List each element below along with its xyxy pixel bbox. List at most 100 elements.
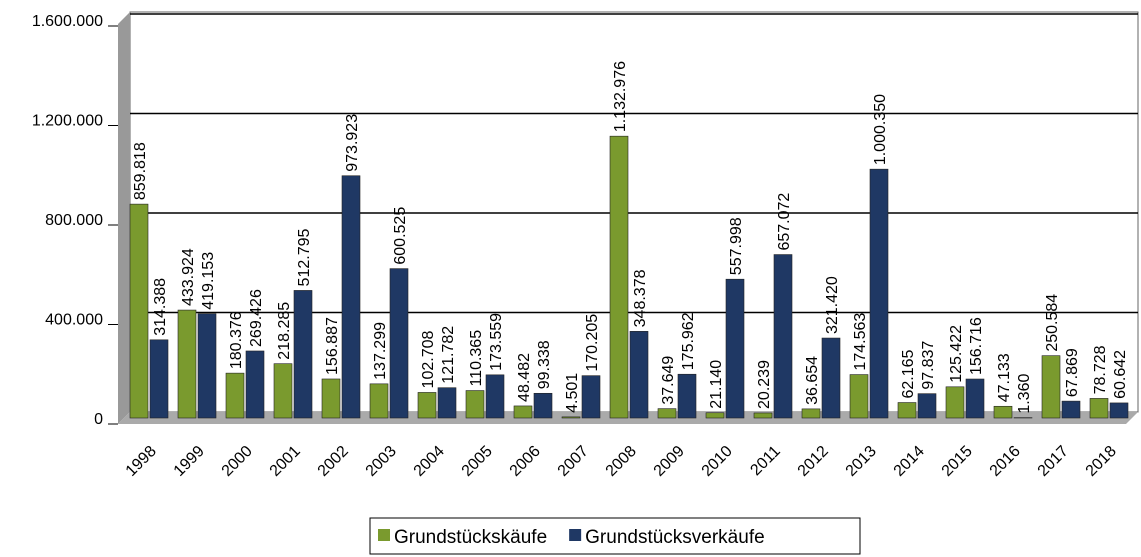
x-tick-label: 2009: [651, 443, 688, 480]
x-tick-label: 2006: [507, 443, 544, 480]
bar: [293, 290, 313, 419]
value-label: 269.426: [248, 289, 265, 347]
bar: [629, 331, 649, 419]
x-tick-label: 2010: [699, 443, 736, 480]
x-tick-label: 2014: [891, 443, 928, 480]
x-tick-label: 2007: [555, 443, 592, 480]
value-label: 4.501: [564, 373, 581, 413]
x-tick-label: 2017: [1035, 443, 1072, 480]
legend-swatch: [569, 529, 582, 541]
value-label: 218.285: [276, 302, 293, 360]
bar: [849, 374, 869, 419]
x-tick-label: 2013: [843, 443, 880, 480]
bar: [917, 393, 937, 419]
legend-swatch: [378, 529, 390, 541]
value-label: 62.165: [900, 349, 917, 398]
x-tick-label: 2005: [459, 443, 496, 480]
bar: [773, 254, 793, 419]
value-label: 600.525: [392, 207, 409, 265]
bar: [821, 337, 841, 419]
x-tick-label: 2011: [747, 443, 783, 479]
bar: [389, 268, 409, 419]
x-tick-label: 2018: [1083, 443, 1120, 480]
legend-label: Grundstücksverkäufe: [585, 527, 765, 548]
bar: [341, 175, 361, 419]
bar: [177, 309, 197, 419]
bar: [1109, 402, 1129, 419]
legend-label: Grundstückskäufe: [394, 527, 547, 548]
value-label: 47.133: [996, 353, 1013, 402]
x-tick-label: 2016: [987, 443, 1024, 480]
y-tick-label: 800.000: [45, 212, 103, 229]
y-tick-label: 1.600.000: [32, 13, 103, 30]
bar: [129, 203, 149, 419]
value-label: 36.654: [804, 356, 821, 405]
bar: [485, 374, 505, 419]
side-wall: [118, 12, 130, 424]
value-label: 433.924: [180, 248, 197, 306]
value-label: 48.482: [516, 353, 533, 402]
value-label: 321.420: [824, 276, 841, 334]
value-label: 348.378: [632, 269, 649, 327]
bar: [801, 408, 821, 419]
bar: [753, 412, 773, 419]
bar: [149, 339, 169, 419]
value-label: 60.642: [1112, 350, 1129, 399]
bar: [321, 378, 341, 419]
x-tick-label: 2012: [795, 443, 832, 480]
y-tick-label: 400.000: [45, 312, 103, 329]
value-label: 314.388: [152, 278, 169, 336]
x-tick-label: 2001: [267, 443, 304, 480]
value-label: 1.000.350: [872, 94, 889, 165]
value-label: 250.584: [1044, 294, 1061, 352]
value-label: 156.887: [324, 317, 341, 375]
bar: [581, 375, 601, 419]
value-label: 156.716: [968, 317, 985, 375]
value-label: 1.132.976: [612, 61, 629, 132]
value-label: 102.708: [420, 331, 437, 389]
bar: [993, 405, 1013, 419]
value-label: 557.998: [728, 217, 745, 275]
x-tick-label: 2008: [603, 443, 640, 480]
value-label: 20.239: [756, 360, 773, 409]
bar: [273, 363, 293, 419]
bar: [197, 313, 217, 419]
value-label: 174.563: [852, 313, 869, 371]
value-label: 170.205: [584, 314, 601, 372]
x-tick-label: 1999: [171, 443, 208, 480]
bar: [945, 386, 965, 419]
value-label: 37.649: [660, 356, 677, 405]
bar: [1089, 398, 1109, 419]
x-tick-label: 2004: [411, 443, 448, 480]
value-label: 99.338: [536, 340, 553, 389]
value-label: 180.376: [228, 311, 245, 369]
bar: [533, 392, 553, 419]
bar: [465, 390, 485, 419]
x-tick-label: 2000: [219, 443, 256, 480]
bar: [437, 387, 457, 419]
bar: [225, 372, 245, 419]
bar: [417, 392, 437, 419]
value-label: 173.559: [488, 313, 505, 371]
value-label: 859.818: [132, 142, 149, 200]
value-label: 1.360: [1016, 374, 1033, 414]
value-label: 657.072: [776, 193, 793, 251]
value-label: 78.728: [1092, 345, 1109, 394]
bar: [513, 405, 533, 419]
value-label: 21.140: [708, 360, 725, 409]
bar: [725, 278, 745, 419]
y-tick-label: 1.200.000: [32, 113, 103, 130]
bar: [245, 350, 265, 419]
bar: [677, 373, 697, 419]
bar: [1041, 355, 1061, 419]
value-label: 419.153: [200, 252, 217, 310]
value-label: 512.795: [296, 229, 313, 287]
legend: [369, 517, 861, 555]
value-label: 125.422: [948, 325, 965, 383]
value-label: 973.923: [344, 114, 361, 172]
value-label: 121.782: [440, 326, 457, 384]
x-tick-label: 2015: [939, 443, 976, 480]
value-label: 97.837: [920, 341, 937, 390]
x-tick-label: 2002: [315, 443, 352, 480]
